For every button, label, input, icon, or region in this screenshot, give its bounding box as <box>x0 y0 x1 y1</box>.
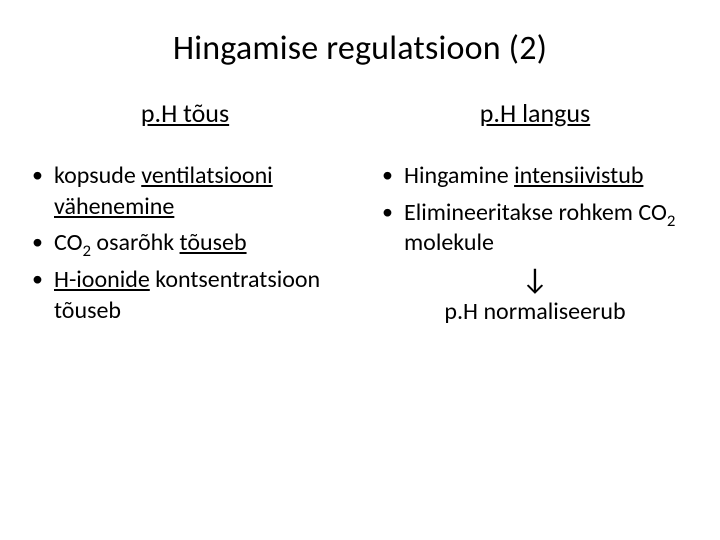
text: Hingamine <box>404 161 514 190</box>
slide: Hingamise regulatsioon (2) p.H tõus kops… <box>0 0 720 540</box>
list-item: CO2 osarõhk tõuseb <box>30 228 340 259</box>
list-item: Elimineeritakse rohkem CO2 molekule <box>380 198 690 259</box>
columns-container: p.H tõus kopsude ventilatsiooni vähenemi… <box>30 97 690 333</box>
text: osarõhk <box>91 228 180 257</box>
text: CO <box>54 228 82 257</box>
right-bullets: Hingamine intensiivistub Elimineeritakse… <box>380 161 690 259</box>
list-item: H-ioonide kontsentratsioon tõuseb <box>30 265 340 326</box>
text: kopsude <box>54 161 141 190</box>
result-text: p.H normaliseerub <box>380 297 690 326</box>
underlined-text: H-ioonide <box>54 265 150 294</box>
list-item: kopsude ventilatsiooni vähenemine <box>30 161 340 222</box>
text: Elimineeritakse rohkem CO <box>404 198 667 227</box>
right-heading: p.H langus <box>380 97 690 129</box>
list-item: Hingamine intensiivistub <box>380 161 690 192</box>
left-heading: p.H tõus <box>30 97 340 129</box>
right-column: p.H langus Hingamine intensiivistub Elim… <box>380 97 690 333</box>
underlined-text: tõuseb <box>180 228 247 257</box>
slide-title: Hingamise regulatsioon (2) <box>30 28 690 69</box>
down-arrow-icon: ↓ <box>380 265 690 295</box>
text: molekule <box>404 228 494 257</box>
left-bullets: kopsude ventilatsiooni vähenemine CO2 os… <box>30 161 340 327</box>
subscript: 2 <box>667 210 676 231</box>
underlined-text: intensiivistub <box>514 161 643 190</box>
subscript: 2 <box>82 240 91 261</box>
left-column: p.H tõus kopsude ventilatsiooni vähenemi… <box>30 97 340 333</box>
